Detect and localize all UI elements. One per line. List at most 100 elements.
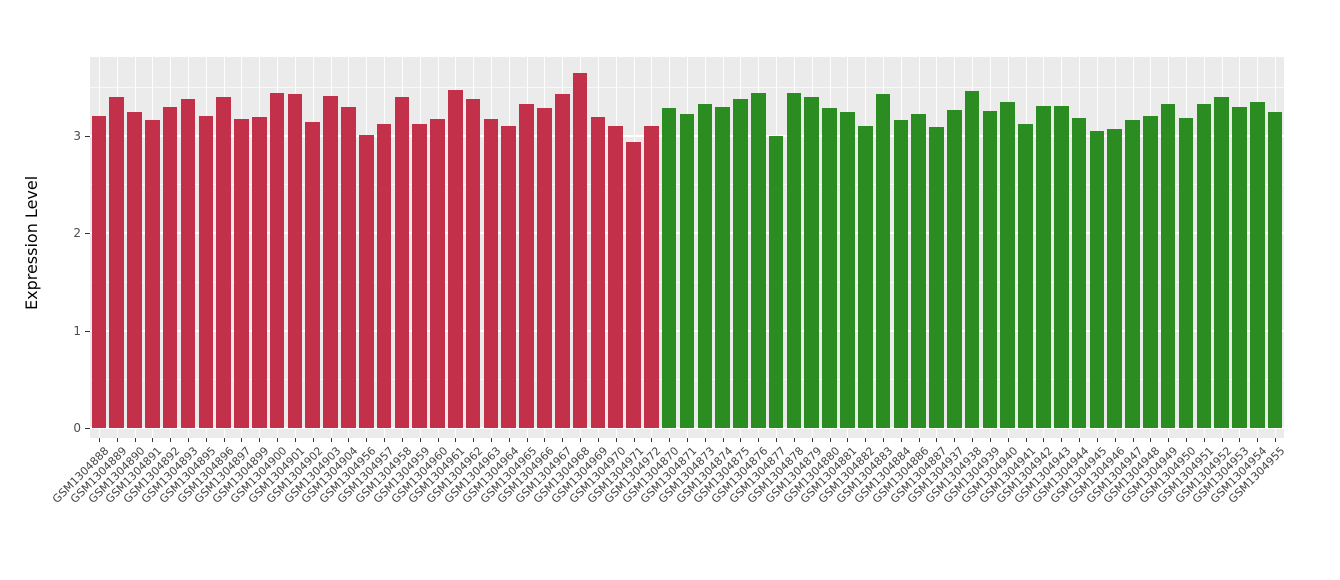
x-tick-mark (490, 438, 492, 442)
expression-bar (162, 107, 178, 428)
expression-bar (768, 136, 784, 428)
expression-bar (626, 142, 641, 428)
x-tick-mark (900, 438, 902, 442)
expression-bar (822, 108, 837, 428)
expression-bar (216, 97, 231, 428)
x-tick-mark (954, 438, 956, 442)
x-tick-mark (366, 438, 368, 442)
x-tick-mark (259, 438, 261, 442)
x-tick-mark (437, 438, 439, 442)
x-tick-mark (704, 438, 706, 442)
expression-bar (661, 108, 677, 428)
expression-bar (1107, 128, 1122, 428)
expression-bar (483, 118, 499, 428)
expression-bar (465, 99, 481, 428)
expression-bar (234, 118, 249, 428)
x-tick-mark (776, 438, 778, 442)
x-tick-mark (526, 438, 528, 442)
expression-bar (1214, 96, 1229, 428)
x-tick-mark (1025, 438, 1027, 442)
expression-bar (893, 119, 909, 428)
x-tick-mark (989, 438, 991, 442)
x-tick-mark (740, 438, 742, 442)
x-tick-mark (455, 438, 457, 442)
y-tick-label: 1 (73, 323, 81, 338)
expression-bar (590, 116, 606, 428)
expression-bar (857, 125, 873, 428)
y-tick-mark (85, 135, 90, 137)
expression-bar (251, 116, 267, 428)
x-tick-mark (972, 438, 974, 442)
expression-bar (982, 111, 998, 428)
expression-bar (1036, 106, 1051, 428)
x-tick-mark (633, 438, 635, 442)
x-tick-mark (758, 438, 760, 442)
x-tick-mark (170, 438, 172, 442)
x-tick-mark (1096, 438, 1098, 442)
x-tick-mark (277, 438, 279, 442)
expression-bar (1232, 107, 1247, 428)
y-axis-title: Expression Level (22, 175, 41, 310)
expression-bar (947, 110, 962, 428)
y-tick-label: 0 (73, 421, 81, 435)
x-tick-mark (348, 438, 350, 442)
x-tick-mark (401, 438, 403, 442)
x-tick-mark (651, 438, 653, 442)
expression-bar (1143, 116, 1158, 428)
x-tick-mark (936, 438, 938, 442)
x-tick-mark (98, 438, 100, 442)
x-tick-mark (1079, 438, 1081, 442)
expression-bar (786, 92, 802, 428)
expression-bar (287, 93, 303, 428)
expression-bar (501, 125, 517, 428)
x-tick-mark (508, 438, 510, 442)
x-tick-mark (205, 438, 207, 442)
expression-bar (608, 125, 623, 428)
x-tick-mark (116, 438, 118, 442)
expression-bar (1178, 117, 1194, 428)
expression-bar (1071, 117, 1087, 428)
expression-bar (572, 73, 588, 428)
x-tick-mark (1203, 438, 1205, 442)
x-tick-mark (865, 438, 867, 442)
expression-bar (911, 114, 926, 428)
x-tick-mark (722, 438, 724, 442)
expression-bar (644, 125, 659, 428)
x-tick-mark (473, 438, 475, 442)
expression-bar (394, 97, 410, 428)
x-tick-mark (847, 438, 849, 442)
x-tick-mark (918, 438, 920, 442)
expression-bar (1125, 119, 1140, 428)
x-tick-mark (1150, 438, 1152, 442)
expression-bar (305, 121, 321, 428)
expression-bar (537, 108, 552, 428)
x-tick-mark (883, 438, 885, 442)
expression-bar (1053, 106, 1069, 428)
x-tick-mark (580, 438, 582, 442)
expression-bar (376, 123, 392, 428)
x-tick-mark (223, 438, 225, 442)
x-tick-mark (1257, 438, 1259, 442)
x-tick-mark (419, 438, 421, 442)
x-tick-mark (829, 438, 831, 442)
x-tick-mark (597, 438, 599, 442)
x-tick-mark (241, 438, 243, 442)
expression-bar (91, 116, 107, 428)
expression-bar (323, 95, 338, 428)
x-tick-mark (1007, 438, 1009, 442)
expression-bar (1018, 123, 1033, 428)
expression-bar (840, 112, 855, 428)
x-tick-mark (188, 438, 189, 442)
x-tick-mark (544, 438, 546, 442)
expression-bar (341, 107, 356, 428)
expression-bar (145, 119, 160, 428)
x-tick-mark (687, 438, 688, 442)
expression-bar (1249, 102, 1265, 428)
expression-bar (430, 118, 445, 428)
expression-bar (1089, 130, 1105, 428)
expression-bar (1160, 104, 1176, 428)
expression-bar (697, 104, 713, 428)
x-tick-mark (811, 438, 813, 442)
y-tick-label: 2 (73, 226, 81, 240)
